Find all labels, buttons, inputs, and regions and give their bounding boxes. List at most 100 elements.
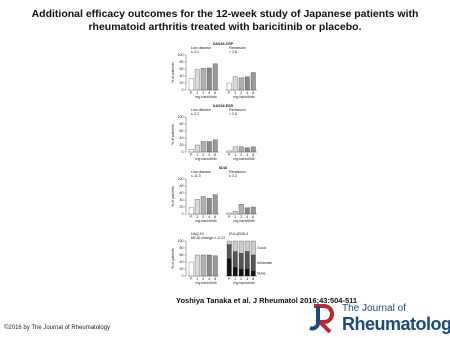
x-axis-label: mg baricitinib <box>195 281 216 285</box>
y-tick-label: 60 <box>180 129 184 133</box>
y-tick-label: 40 <box>180 136 184 140</box>
stacked-bar <box>244 268 250 277</box>
x-tick-label: P <box>228 91 231 95</box>
group-label: Low disease <box>191 170 211 174</box>
y-tick-label: 40 <box>180 198 184 202</box>
x-axis-label: mg baricitinib <box>233 281 254 285</box>
bar <box>200 141 206 153</box>
y-tick-label: 100 <box>178 53 184 57</box>
legend-label: Good <box>257 246 266 250</box>
x-tick-label: 4 <box>208 215 210 219</box>
bar <box>188 261 194 277</box>
copyright: ©2016 by The Journal of Rheumatology <box>4 325 111 331</box>
x-tick-label: 8 <box>252 153 254 157</box>
bar <box>232 211 238 215</box>
journal-logo: The Journal of Rheumatology <box>308 302 450 336</box>
x-tick-label: 1 <box>196 153 198 157</box>
y-axis-label: % of patients <box>171 186 175 207</box>
stacked-bar <box>244 240 250 252</box>
logo-line: The Journal of <box>342 303 406 314</box>
x-tick-label: 2 <box>240 91 242 95</box>
legend-label: None <box>257 271 266 275</box>
x-tick-label: P <box>228 215 231 219</box>
x-tick-label: P <box>190 277 193 281</box>
y-tick-label: 0 <box>182 150 184 154</box>
y-axis-label: % of patients <box>171 248 175 269</box>
x-tick-label: 1 <box>234 91 236 95</box>
group-label: Low disease <box>191 108 211 112</box>
x-tick-label: 2 <box>240 277 242 281</box>
x-tick-label: 4 <box>208 153 210 157</box>
stacked-bar <box>238 268 244 277</box>
bar <box>250 146 256 153</box>
x-tick-label: 2 <box>240 153 242 157</box>
stacked-bar <box>244 251 250 270</box>
x-axis-label: mg baricitinib <box>233 157 254 161</box>
x-tick-label: P <box>228 153 231 157</box>
y-tick-label: 40 <box>180 74 184 78</box>
group-label: ≤ 3.3 <box>229 174 237 178</box>
group-label: < 2.6 <box>229 50 237 54</box>
y-axis-label: % of patients <box>171 62 175 83</box>
y-tick-label: 60 <box>180 253 184 257</box>
bar <box>212 63 218 91</box>
y-tick-label: 80 <box>180 122 184 126</box>
y-tick-label: 60 <box>180 67 184 71</box>
x-tick-label: P <box>190 91 193 95</box>
y-tick-label: 80 <box>180 60 184 64</box>
bar <box>206 141 212 153</box>
x-tick-label: 2 <box>202 277 204 281</box>
y-tick-label: 80 <box>180 246 184 250</box>
bar <box>194 144 200 153</box>
y-tick-label: 20 <box>180 267 184 271</box>
stacked-bar <box>232 240 238 252</box>
bar <box>238 204 244 215</box>
bar <box>200 68 206 91</box>
y-tick-label: 0 <box>182 274 184 278</box>
bar <box>212 194 218 215</box>
stacked-bar <box>226 240 232 245</box>
bar <box>238 146 244 153</box>
x-axis-label: mg baricitinib <box>233 219 254 223</box>
stacked-bar <box>250 270 256 277</box>
x-tick-label: 8 <box>252 277 254 281</box>
stacked-bar <box>250 254 256 271</box>
x-tick-label: 1 <box>234 277 236 281</box>
x-tick-label: 8 <box>214 215 216 219</box>
y-tick-label: 60 <box>180 191 184 195</box>
x-tick-label: 4 <box>246 91 248 95</box>
x-axis-label: mg baricitinib <box>195 95 216 99</box>
x-tick-label: P <box>228 277 231 281</box>
x-tick-label: 1 <box>234 215 236 219</box>
bar <box>244 76 250 91</box>
group-label: ≤ 3.2 <box>191 50 199 54</box>
bar <box>194 69 200 91</box>
y-tick-label: 80 <box>180 184 184 188</box>
x-tick-label: 1 <box>196 277 198 281</box>
x-tick-label: 1 <box>196 91 198 95</box>
bar <box>226 82 232 91</box>
panel-title: DAS28-CRP <box>213 42 234 46</box>
logo-mark <box>309 304 334 334</box>
x-tick-label: 2 <box>202 91 204 95</box>
group-label: MCID change ≤ -0.22 <box>191 236 225 240</box>
y-tick-label: 100 <box>178 177 184 181</box>
y-tick-label: 100 <box>178 115 184 119</box>
x-tick-label: 8 <box>214 91 216 95</box>
bar <box>200 254 206 277</box>
bar <box>194 199 200 215</box>
bar <box>206 198 212 215</box>
x-tick-label: 2 <box>240 215 242 219</box>
bar <box>200 196 206 215</box>
bar <box>188 207 194 215</box>
x-tick-label: P <box>190 215 193 219</box>
y-tick-label: 20 <box>180 81 184 85</box>
group-label: HAQ-DI <box>191 232 204 236</box>
group-label: ≤ 3.2 <box>191 112 199 116</box>
stacked-bar <box>232 267 238 277</box>
x-tick-label: 4 <box>208 277 210 281</box>
bar <box>250 206 256 215</box>
x-tick-label: 4 <box>246 215 248 219</box>
bar <box>188 149 194 153</box>
bar <box>212 139 218 153</box>
